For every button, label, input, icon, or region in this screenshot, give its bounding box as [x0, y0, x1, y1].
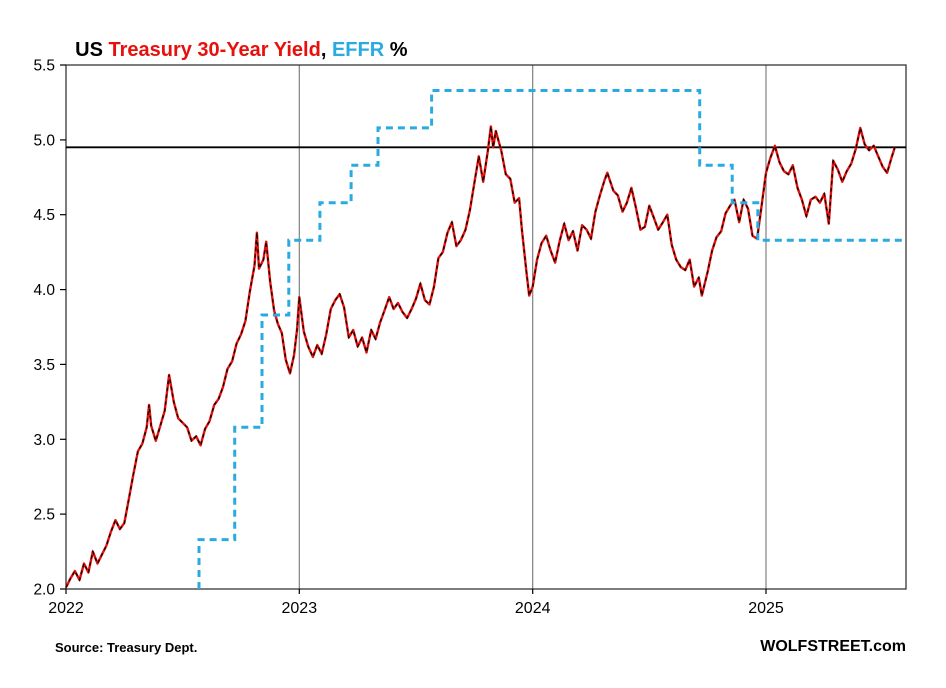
svg-text:3.5: 3.5 — [33, 357, 55, 374]
svg-text:2025: 2025 — [748, 600, 784, 617]
chart-title: US Treasury 30-Year Yield, EFFR % — [64, 16, 408, 62]
svg-text:2.0: 2.0 — [33, 582, 55, 599]
svg-text:3.0: 3.0 — [33, 432, 55, 449]
title-part-percent: % — [384, 39, 408, 61]
title-part-comma: , — [320, 39, 332, 61]
svg-text:2.5: 2.5 — [33, 507, 55, 524]
svg-text:4.5: 4.5 — [33, 207, 55, 224]
svg-text:5.5: 5.5 — [33, 58, 55, 75]
source-note: Source: Treasury Dept. — [55, 640, 198, 655]
svg-text:2023: 2023 — [282, 600, 318, 617]
svg-text:2022: 2022 — [48, 600, 84, 617]
svg-text:5.0: 5.0 — [33, 132, 55, 149]
title-part-effr: EFFR — [331, 39, 385, 61]
yield-effr-chart: 2.0 2.5 3.0 3.5 4.0 4.5 5.0 5.5 2022 2023 2024 2025 — [33, 58, 907, 617]
title-part-us: US — [75, 39, 109, 61]
title-part-treasury-yield: Treasury 30-Year Yield — [108, 39, 321, 61]
svg-text:4.0: 4.0 — [33, 282, 55, 299]
brand-wolfstreet: WOLFSTREET.com — [760, 638, 906, 655]
svg-text:2024: 2024 — [515, 600, 551, 617]
